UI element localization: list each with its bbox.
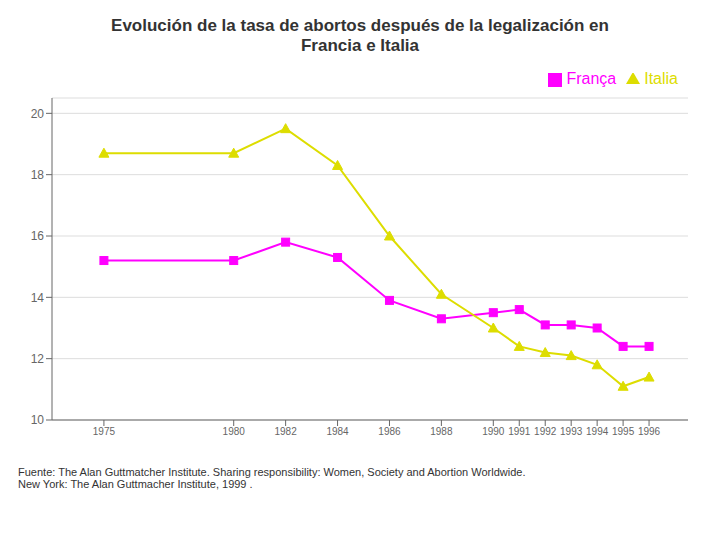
svg-text:1986: 1986 [378, 426, 401, 437]
svg-text:16: 16 [31, 229, 45, 243]
svg-text:1993: 1993 [560, 426, 583, 437]
svg-text:1982: 1982 [275, 426, 298, 437]
svg-text:1995: 1995 [612, 426, 635, 437]
svg-text:1990: 1990 [482, 426, 505, 437]
svg-text:1991: 1991 [508, 426, 531, 437]
svg-text:18: 18 [31, 168, 45, 182]
svg-text:1994: 1994 [586, 426, 609, 437]
svg-text:20: 20 [31, 107, 45, 121]
svg-text:1996: 1996 [638, 426, 661, 437]
html-text:Evolución de la tasa de aborto: Evolución de la tasa de abortos después … [111, 16, 609, 55]
svg-text:12: 12 [31, 352, 45, 366]
html-text:França: França [566, 70, 617, 87]
svg-text:1984: 1984 [326, 426, 349, 437]
svg-text:1992: 1992 [534, 426, 557, 437]
html-text:Italia: Italia [644, 70, 678, 87]
html-text:Fuente: The Alan Guttmatcher I: Fuente: The Alan Guttmatcher Institute. … [18, 466, 526, 490]
svg-text:1988: 1988 [430, 426, 453, 437]
svg-text:14: 14 [31, 291, 45, 305]
svg-text:10: 10 [31, 413, 45, 427]
svg-text:1980: 1980 [223, 426, 246, 437]
svg-text:1975: 1975 [93, 426, 116, 437]
